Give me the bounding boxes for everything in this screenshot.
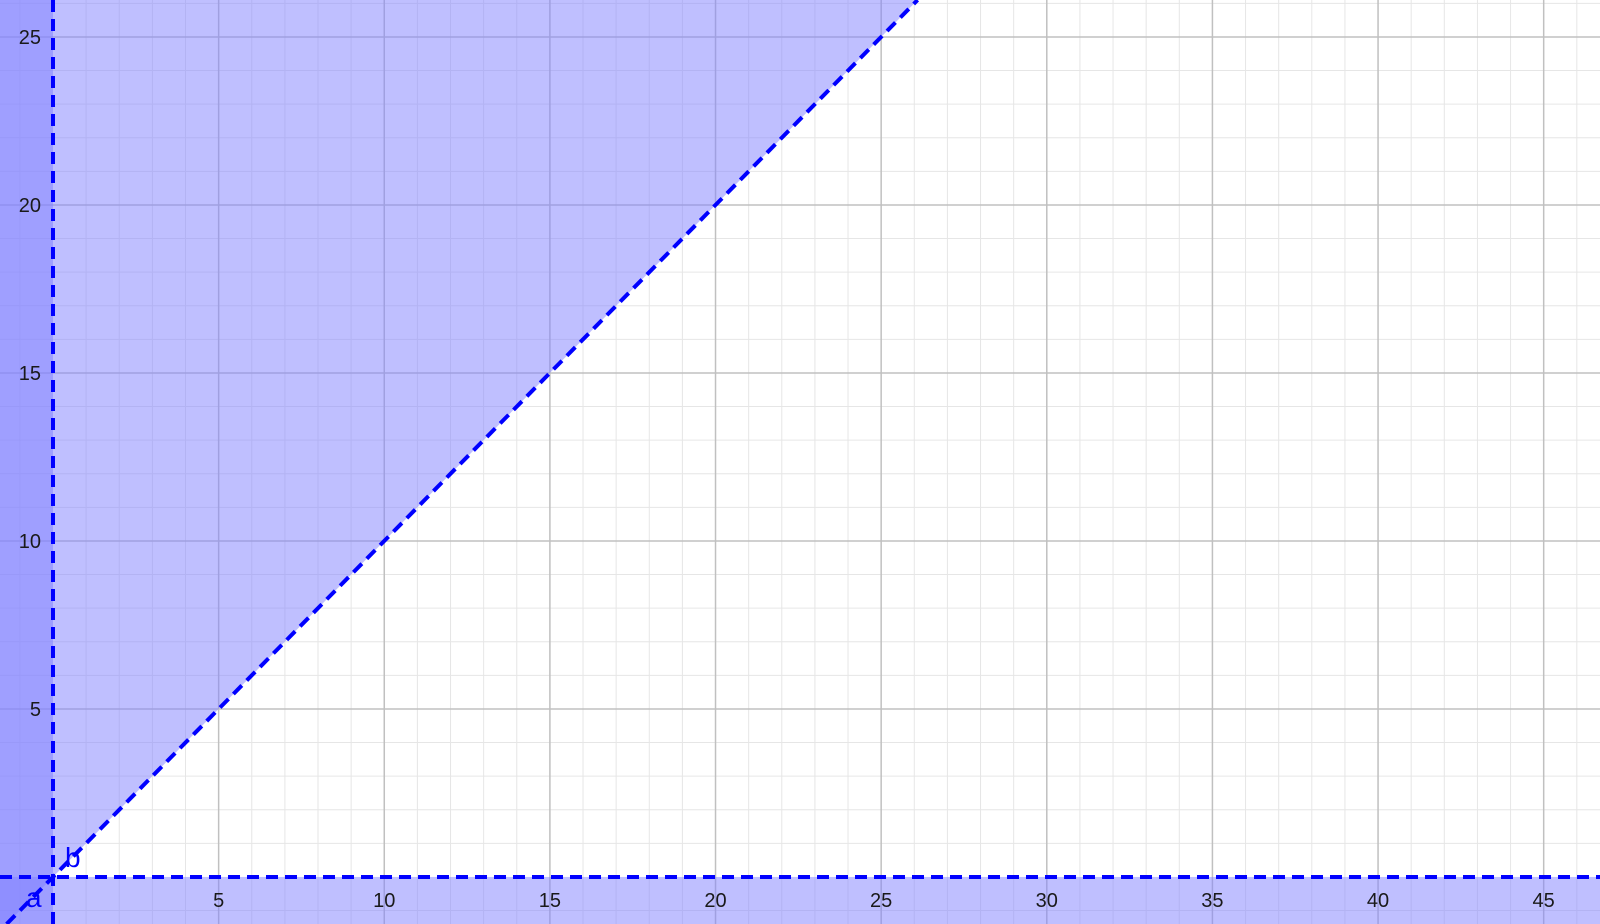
tick-labels: 5 10 15 20 25 30 35 40 45 5 10 15 20 25 (19, 27, 1555, 912)
x-tick-label: 20 (704, 890, 726, 912)
line-label-b: b (65, 842, 81, 873)
region-b (0, 876, 1600, 924)
x-tick-label: 25 (870, 890, 892, 912)
x-tick-label: 5 (213, 890, 224, 912)
y-tick-label: 25 (19, 27, 41, 49)
boundary-c (5, 0, 920, 924)
x-tick-label: 40 (1367, 890, 1389, 912)
x-tick-label: 30 (1036, 890, 1058, 912)
x-tick-label: 35 (1201, 890, 1223, 912)
y-tick-label: 15 (19, 363, 41, 385)
y-tick-label: 20 (19, 195, 41, 217)
y-tick-label: 5 (30, 699, 41, 721)
line-label-a: a (26, 882, 42, 913)
x-tick-label: 45 (1533, 890, 1555, 912)
x-tick-label: 15 (539, 890, 561, 912)
x-tick-label: 10 (373, 890, 395, 912)
y-tick-label: 10 (19, 531, 41, 553)
